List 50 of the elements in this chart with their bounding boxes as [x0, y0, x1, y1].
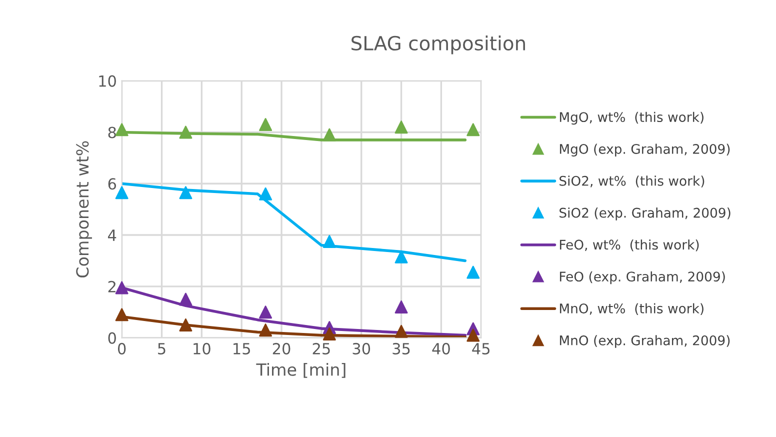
x-axis-title: Time [min] [256, 363, 346, 378]
point [322, 327, 336, 340]
x-tick-label: 40 [432, 342, 450, 354]
legend-label: MgO (exp. Graham, 2009) [560, 144, 730, 157]
chart-title: SLAG composition [352, 35, 525, 54]
point [322, 234, 336, 248]
point [394, 120, 408, 134]
x-tick-label: 0 [118, 342, 126, 354]
y-tick-label: 0 [108, 332, 116, 344]
point [179, 318, 192, 332]
x-tick-label: 15 [234, 343, 250, 354]
point [115, 186, 128, 200]
y-tick-label: 4 [108, 230, 116, 241]
legend-label: SiO2 (exp. Graham, 2009) [560, 208, 730, 220]
legend-label: MnO (exp. Graham, 2009) [560, 335, 730, 348]
point [322, 128, 336, 142]
point [394, 324, 408, 338]
point [259, 187, 272, 200]
point [115, 308, 128, 322]
point [179, 292, 192, 306]
point [259, 118, 272, 132]
x-tick-label: 5 [158, 343, 166, 354]
y-tick-label: 6 [108, 178, 116, 190]
point [466, 328, 480, 342]
line-series [122, 182, 467, 262]
point [179, 186, 192, 200]
point [466, 266, 480, 279]
x-tick-label: 20 [272, 342, 290, 354]
point [394, 300, 408, 314]
x-tick-label: 45 [472, 343, 490, 354]
point [115, 281, 128, 294]
y-tick-label: 10 [99, 75, 116, 87]
y-tick-label: 8 [108, 126, 116, 138]
legend-label: SiO2, wt% (this work) [560, 176, 704, 188]
legend-label: FeO (exp. Graham, 2009) [560, 271, 725, 284]
point [259, 306, 272, 319]
point [259, 324, 272, 337]
y-tick-label: 2 [108, 280, 116, 292]
x-tick-label: 25 [312, 342, 330, 354]
legend-label: MgO, wt% (this work) [560, 112, 704, 125]
point [179, 126, 192, 139]
point [466, 123, 480, 136]
point [394, 250, 408, 264]
point [115, 123, 128, 136]
x-tick-label: 35 [392, 342, 410, 354]
x-tick-label: 30 [352, 342, 370, 354]
x-tick-label: 10 [194, 342, 210, 354]
legend-label: MnO, wt% (this work) [560, 303, 704, 316]
legend-label: FeO, wt% (this work) [560, 239, 699, 252]
y-axis-title: Component wt% [76, 141, 92, 278]
